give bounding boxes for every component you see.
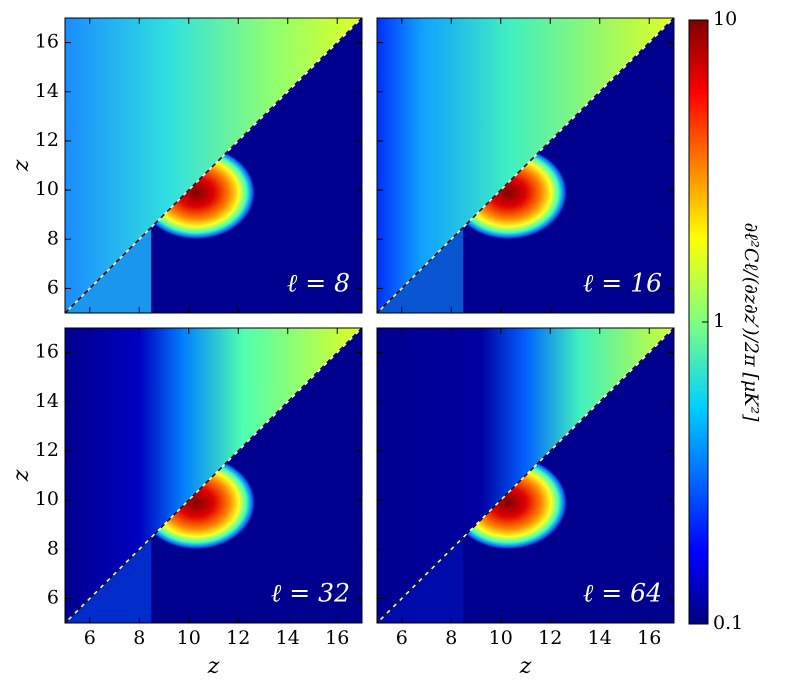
y-tick-label: 8: [47, 227, 59, 249]
x-tick-label: 6: [396, 627, 408, 649]
x-tick-label: 10: [177, 627, 201, 649]
panel-annotation: ℓ = 64: [583, 579, 662, 608]
x-tick-label: 8: [445, 627, 457, 649]
y-tick-label: 10: [35, 488, 59, 510]
y-tick-label: 12: [35, 439, 59, 461]
y-tick-label: 16: [35, 341, 59, 363]
panel-frame: [376, 17, 675, 314]
panel-annotation: ℓ = 16: [583, 269, 662, 298]
colorbar-label: ∂ℓ²Cℓ/(∂z∂z′)/2π [μK²]: [740, 222, 762, 422]
x-tick-label: 10: [489, 627, 513, 649]
x-tick-label: 16: [637, 627, 661, 649]
colorbar-tick-label: 0.1: [713, 612, 743, 634]
y-axis-label: z: [9, 469, 34, 482]
y-tick-label: 6: [47, 586, 59, 608]
panel-annotation: ℓ = 8: [287, 269, 350, 298]
panel-frame: [376, 327, 675, 624]
x-tick-label: 14: [588, 627, 612, 649]
panel-frame: [64, 327, 363, 624]
x-axis-label: z: [207, 654, 220, 679]
x-tick-label: 14: [276, 627, 300, 649]
diagonal: [377, 18, 674, 313]
diagonal: [65, 18, 362, 313]
panel: [65, 328, 362, 623]
y-tick-label: 6: [47, 276, 59, 298]
x-tick-label: 8: [133, 627, 145, 649]
y-tick-label: 10: [35, 178, 59, 200]
x-tick-label: 16: [325, 627, 349, 649]
y-axis-label: z: [9, 159, 34, 172]
panel: [65, 18, 362, 313]
x-axis-label: z: [519, 654, 532, 679]
colorbar-tick-label: 1: [713, 310, 725, 332]
colorbar-tick-label: 10: [713, 8, 737, 30]
panel: [377, 18, 674, 313]
diagonal: [65, 328, 362, 623]
y-tick-label: 8: [47, 537, 59, 559]
panel-annotation: ℓ = 32: [271, 579, 350, 608]
x-tick-label: 6: [84, 627, 96, 649]
diagonal: [377, 328, 674, 623]
y-tick-label: 12: [35, 129, 59, 151]
y-tick-label: 14: [35, 80, 59, 102]
panel-frame: [64, 17, 363, 314]
x-tick-label: 12: [226, 627, 250, 649]
x-tick-label: 12: [538, 627, 562, 649]
y-tick-label: 16: [35, 31, 59, 53]
y-tick-label: 14: [35, 390, 59, 412]
panel: [377, 328, 674, 623]
